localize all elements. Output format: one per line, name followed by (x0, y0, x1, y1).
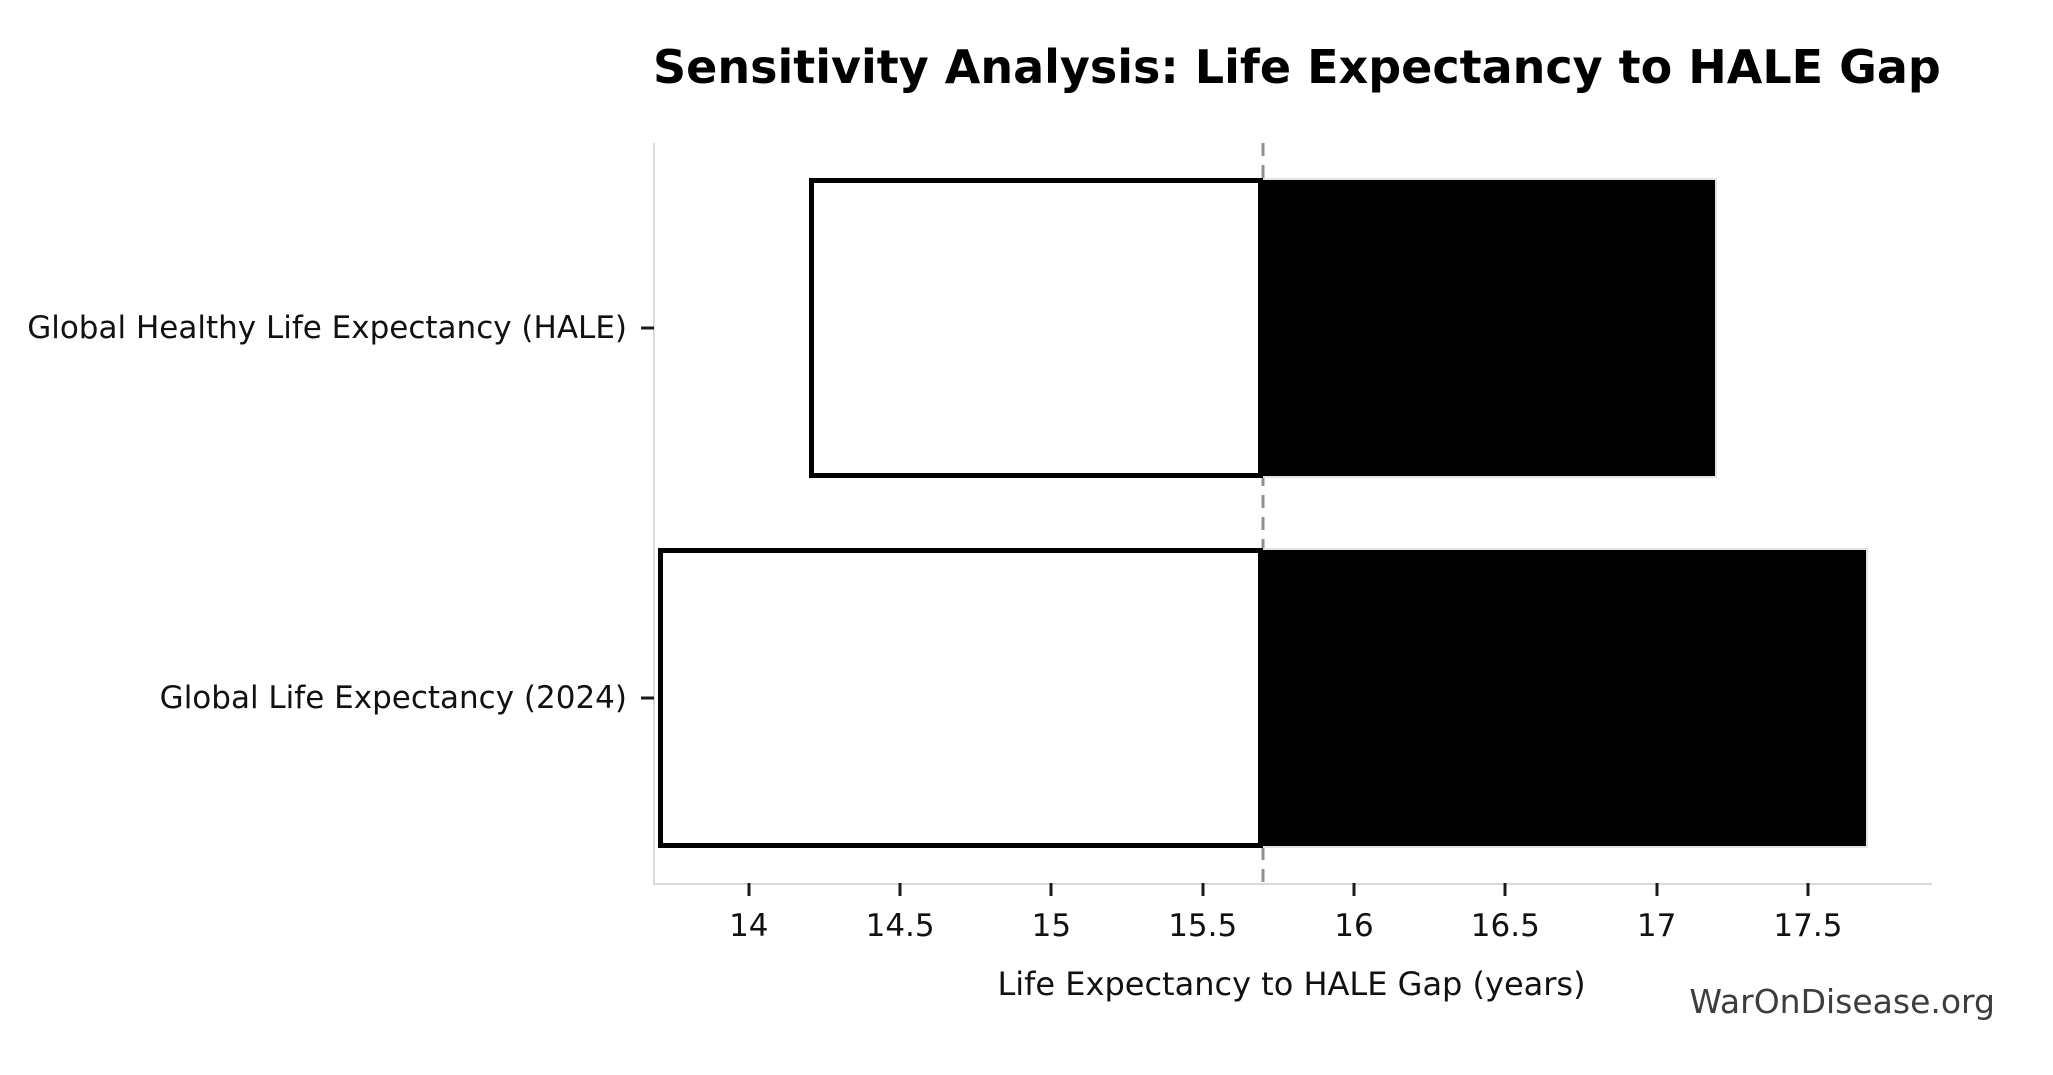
y-axis-tick (641, 326, 654, 330)
x-axis-tick (898, 883, 902, 896)
chart-title: Sensitivity Analysis: Life Expectancy to… (653, 40, 1941, 94)
x-axis-tick-label: 15.5 (1168, 908, 1238, 944)
x-axis-tick-label: 15 (1031, 908, 1072, 944)
x-axis-tick (1806, 883, 1810, 896)
x-axis-tick-label: 16 (1334, 908, 1374, 944)
x-axis-tick (1049, 883, 1053, 896)
x-axis-tick-label: 14 (729, 908, 769, 944)
y-axis-category-label: Global Life Expectancy (2024) (159, 680, 627, 716)
x-axis-tick-label: 14.5 (865, 908, 935, 944)
bar-high-segment (1263, 178, 1718, 478)
x-axis-tick (1201, 883, 1205, 896)
x-axis-tick (1655, 883, 1659, 896)
baseline-dashed-line (1261, 143, 1265, 883)
bar-high-segment (1263, 548, 1869, 848)
x-axis-label: Life Expectancy to HALE Gap (years) (997, 965, 1586, 1003)
x-axis-tick-label: 17.5 (1773, 908, 1843, 944)
y-axis-category-label: Global Healthy Life Expectancy (HALE) (27, 310, 627, 346)
x-axis-tick-label: 17 (1636, 908, 1677, 944)
plot-area: Global Healthy Life Expectancy (HALE) Glo… (27, 143, 1932, 944)
bar-low-segment (809, 178, 1264, 478)
x-axis-tick (1503, 883, 1507, 896)
watermark: WarOnDisease.org (1689, 982, 1995, 1021)
x-axis-tick (1352, 883, 1356, 896)
bar-low-segment (658, 548, 1264, 848)
x-axis-tick-label: 16.5 (1470, 908, 1540, 944)
x-axis-tick (747, 883, 751, 896)
y-axis-tick (641, 696, 654, 700)
